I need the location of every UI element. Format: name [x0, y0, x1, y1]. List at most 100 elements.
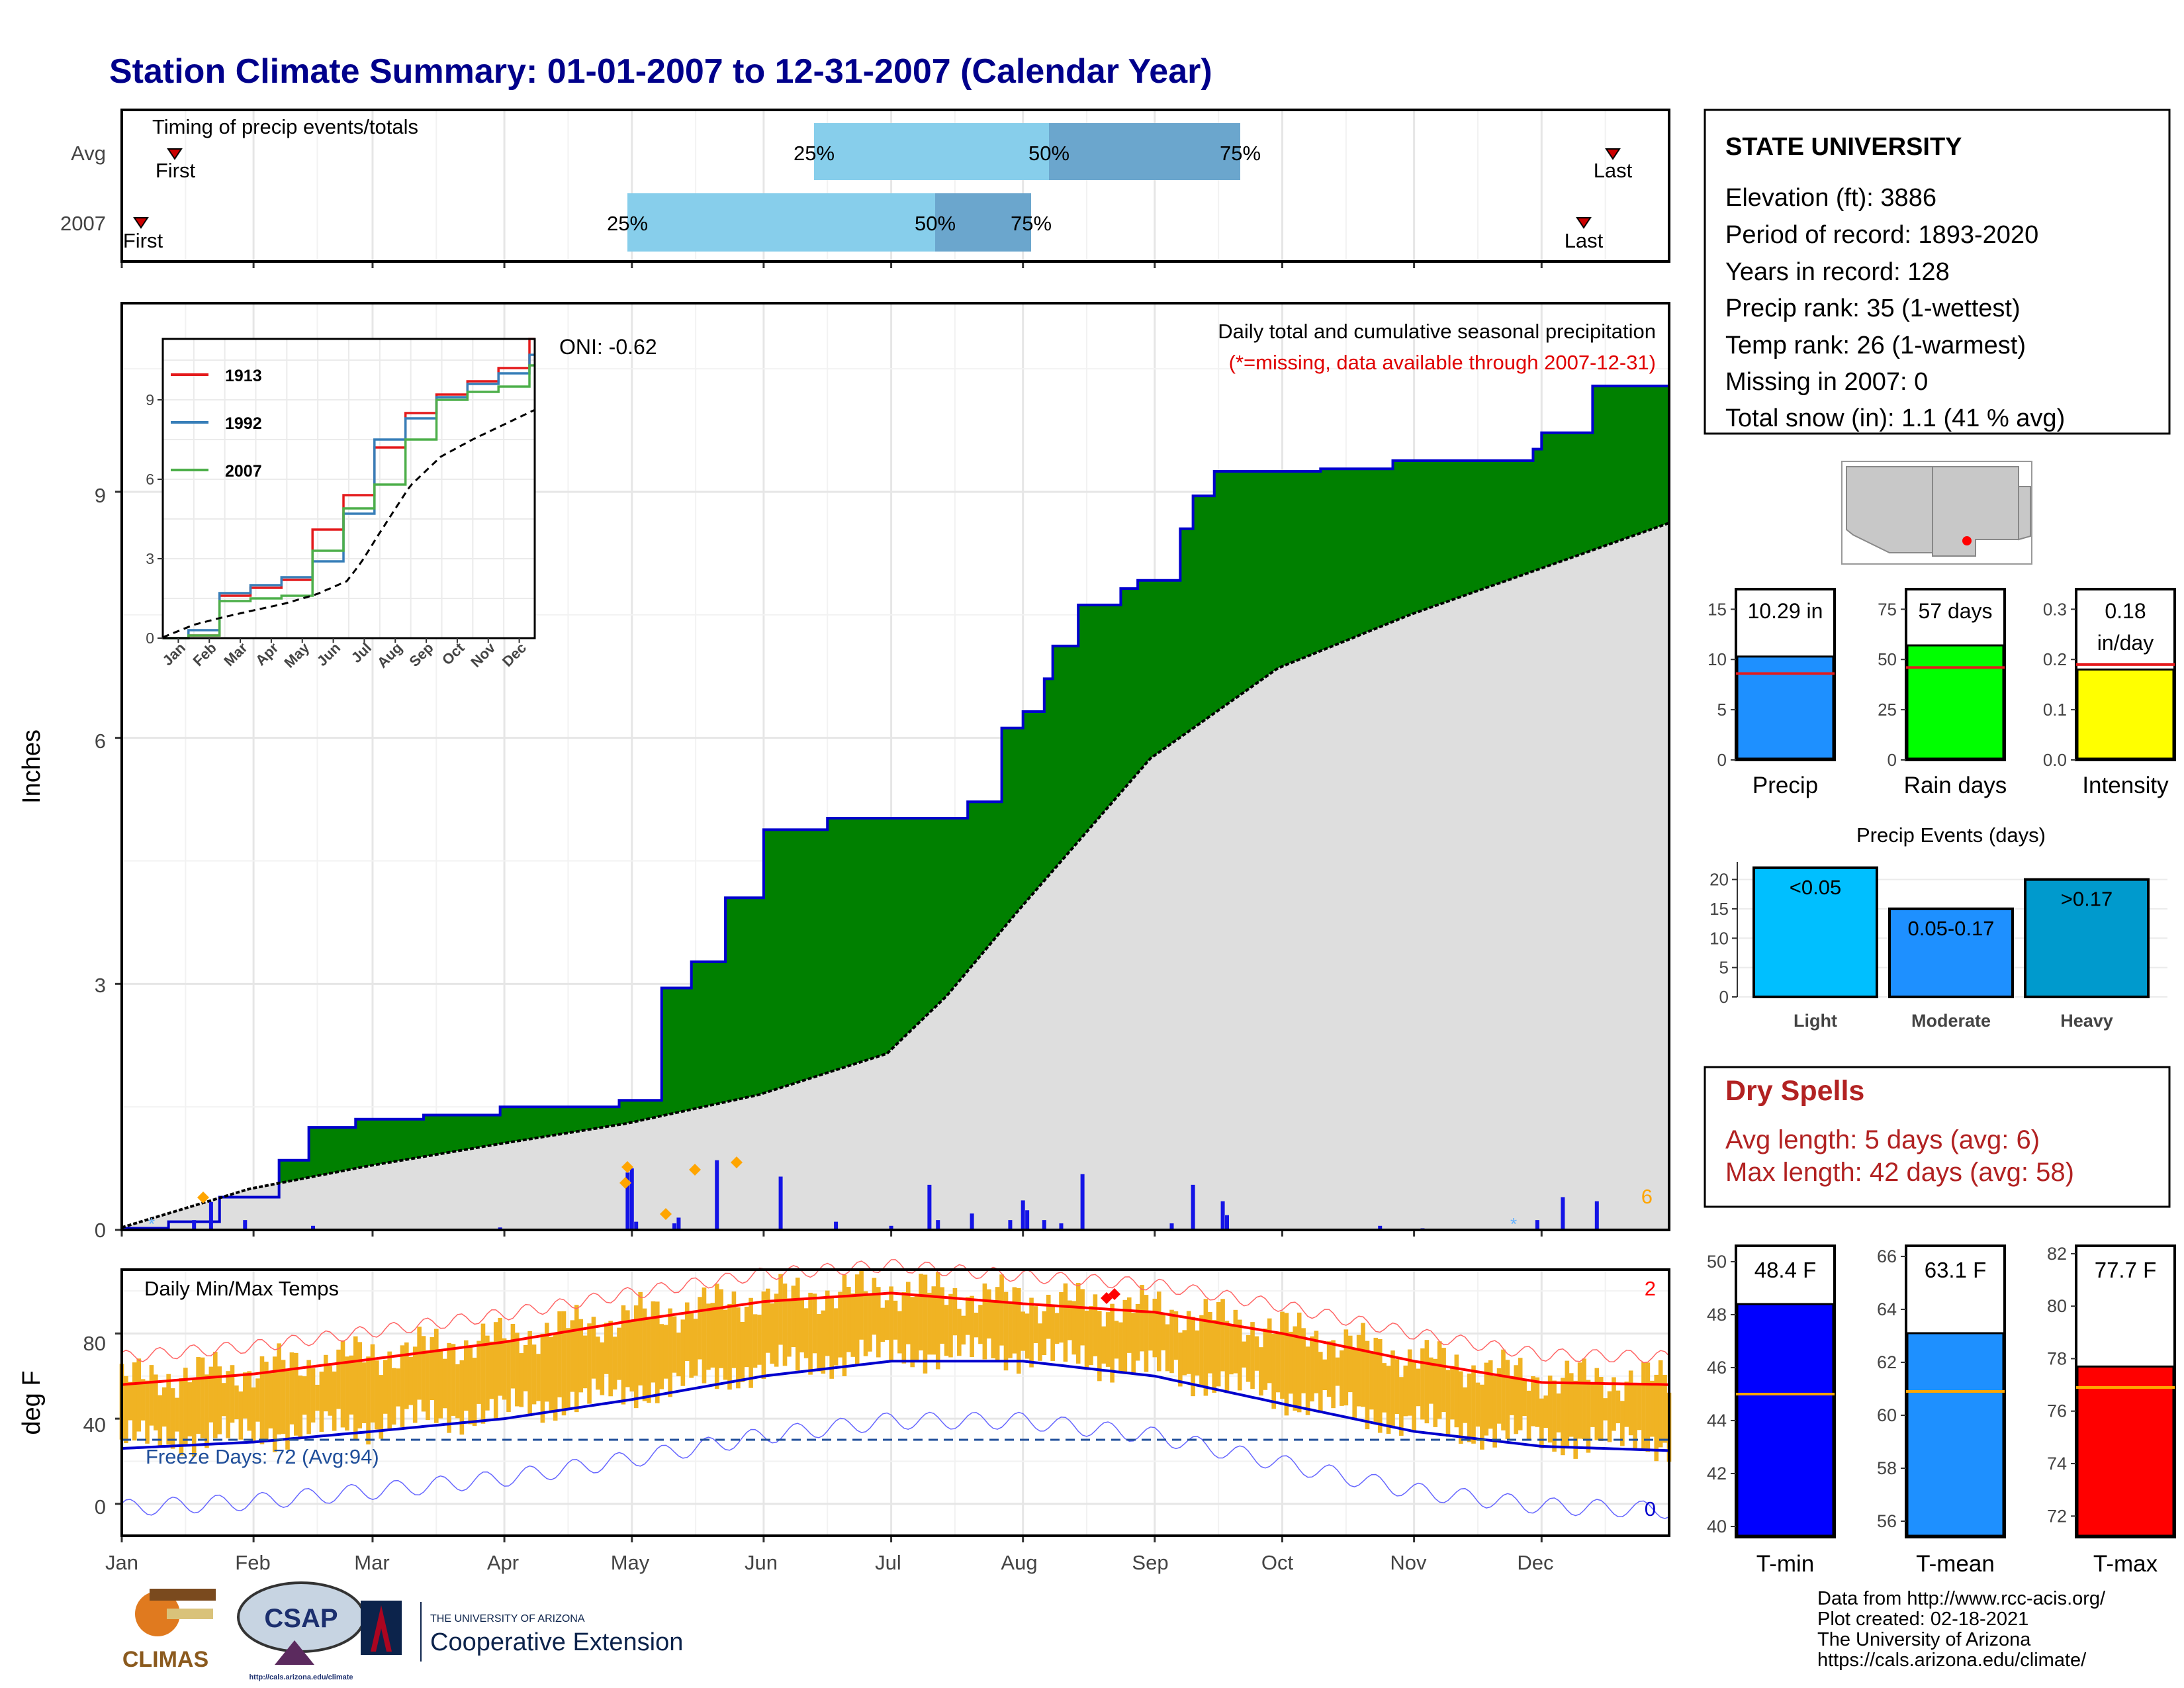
inset-series-1913	[163, 338, 535, 639]
station-years: Years in record: 128	[1725, 258, 1950, 286]
temp-range-bar	[1250, 1322, 1255, 1389]
daily-precip-bar	[1225, 1215, 1229, 1230]
temp-summary-tick-label: 80	[2047, 1296, 2067, 1316]
footer-university: The University of Arizona	[1817, 1629, 2031, 1650]
temp-range-bar	[1390, 1350, 1395, 1428]
temp-range-bar	[668, 1308, 672, 1397]
temp-range-bar	[833, 1308, 839, 1366]
precip-ytick-3: 3	[95, 974, 106, 997]
temp-range-bar	[1275, 1333, 1281, 1393]
temp-ylabel: deg F	[18, 1370, 46, 1434]
figure-title: Station Climate Summary: 01-01-2007 to 1…	[109, 52, 1212, 91]
temp-range-bar	[999, 1274, 1004, 1346]
temp-range-bar	[596, 1336, 600, 1390]
temp-range-bar	[1161, 1313, 1165, 1350]
temp-range-bar	[591, 1317, 596, 1379]
temp-range-bar	[970, 1295, 974, 1357]
temp-range-bar	[140, 1379, 146, 1421]
precip-ylabel: Inches	[18, 729, 46, 804]
temp-range-bar	[863, 1291, 868, 1356]
ua-logo-small-text: THE UNIVERSITY OF ARIZONA	[430, 1613, 585, 1624]
inset-y-tick-label: 9	[146, 391, 154, 408]
temp-range-bar	[1658, 1360, 1663, 1448]
missing-asterisk-nov: *	[1510, 1214, 1517, 1234]
temp-summary-bar	[1736, 1303, 1835, 1537]
month-label-jun: Jun	[745, 1551, 778, 1574]
record-min-line	[121, 1411, 1670, 1519]
temp-range-bar	[332, 1371, 337, 1431]
temp-frame	[120, 1268, 1670, 1537]
temp-summary-tick-label: 62	[1877, 1352, 1897, 1372]
temp-range-bar	[1046, 1294, 1051, 1339]
temp-range-bar	[1365, 1340, 1370, 1430]
events-bar-label: >0.17	[2061, 888, 2113, 911]
temp-range-bar	[251, 1387, 256, 1442]
temp-range-bar	[1310, 1336, 1314, 1402]
temp-range-bar	[1089, 1306, 1093, 1366]
temp-range-bar	[217, 1366, 222, 1434]
month-label-feb: Feb	[235, 1551, 270, 1574]
temp-range-bar	[1093, 1294, 1098, 1356]
station-info-box: STATE UNIVERSITY Elevation (ft): 3886 Pe…	[1704, 109, 2171, 435]
temp-summary-t-min: 40 42 44 46 48 50 48.4 F T-min	[1707, 1244, 1836, 1577]
temp-range-bar	[1029, 1297, 1034, 1368]
temp-range-bar	[638, 1291, 643, 1385]
temp-range-bar	[961, 1315, 966, 1345]
temp-range-bar	[706, 1303, 711, 1370]
temp-range-bar	[463, 1340, 469, 1411]
temp-range-bar	[1565, 1360, 1570, 1449]
temp-range-bar	[995, 1287, 1000, 1361]
temp-summary-bar	[2076, 1365, 2175, 1537]
temp-range-bar	[842, 1274, 847, 1377]
temp-range-bar	[502, 1338, 507, 1400]
daily-precip-bar	[1378, 1225, 1383, 1230]
temp-range-bar	[519, 1353, 524, 1407]
temp-summary-label: T-mean	[1916, 1551, 1995, 1577]
map-new-mexico	[1932, 466, 2019, 557]
temp-range-bar	[931, 1286, 936, 1355]
temp-range-bar	[408, 1356, 414, 1405]
temp-range-bar	[1144, 1295, 1149, 1372]
temp-range-bar	[1505, 1360, 1510, 1439]
temp-range-bar	[1038, 1323, 1042, 1361]
temp-range-bar	[1003, 1291, 1009, 1371]
temp-ytick-0: 0	[95, 1495, 106, 1519]
temp-range-bar	[1416, 1368, 1421, 1407]
temp-summary-tick-label: 44	[1707, 1411, 1727, 1430]
station-temp-rank: Temp rank: 26 (1-warmest)	[1725, 332, 2026, 359]
temp-range-bar	[404, 1342, 409, 1409]
temp-range-bar	[324, 1354, 328, 1412]
temp-range-bar	[259, 1356, 265, 1444]
temp-range-bar	[400, 1345, 405, 1427]
temp-range-bar	[264, 1362, 269, 1440]
temp-summary-tick-label: 42	[1707, 1464, 1727, 1483]
temp-range-bar	[1059, 1291, 1064, 1343]
temp-range-bar	[859, 1270, 864, 1340]
timing-avg-bar-light	[814, 123, 1049, 180]
temp-range-bar	[1233, 1309, 1238, 1374]
temp-range-bar	[536, 1354, 541, 1401]
timing-avg-p25: 25%	[794, 142, 835, 165]
temp-summary-t-max: 72 74 76 78 80 82 77.7 F T-max	[2047, 1244, 2176, 1577]
inset-grid	[162, 339, 535, 639]
daily-precip-bar	[778, 1176, 783, 1230]
inset-legend-label-1913: 1913	[225, 367, 262, 385]
inset-average-line	[162, 408, 535, 639]
missing-asterisk-jan: *	[148, 1214, 155, 1234]
temp-range-bar	[770, 1303, 775, 1364]
temp-range-bar	[1501, 1349, 1506, 1430]
temp-range-bar	[1284, 1313, 1289, 1416]
temp-summary-bar	[1906, 1332, 2005, 1537]
month-label-dec: Dec	[1517, 1551, 1553, 1574]
temp-range-bar	[608, 1321, 613, 1397]
temp-range-bar	[170, 1388, 175, 1449]
average-precip-line	[121, 522, 1670, 1229]
temp-range-bar	[370, 1344, 375, 1423]
temp-range-bar	[515, 1333, 520, 1407]
temp-range-bar	[412, 1346, 418, 1423]
temp-range-bar	[1510, 1376, 1514, 1415]
temp-range-bar	[1301, 1328, 1306, 1393]
temp-range-bar	[1347, 1335, 1353, 1393]
temp-range-bar	[1496, 1368, 1502, 1424]
events-tick-label: 5	[1719, 958, 1729, 978]
